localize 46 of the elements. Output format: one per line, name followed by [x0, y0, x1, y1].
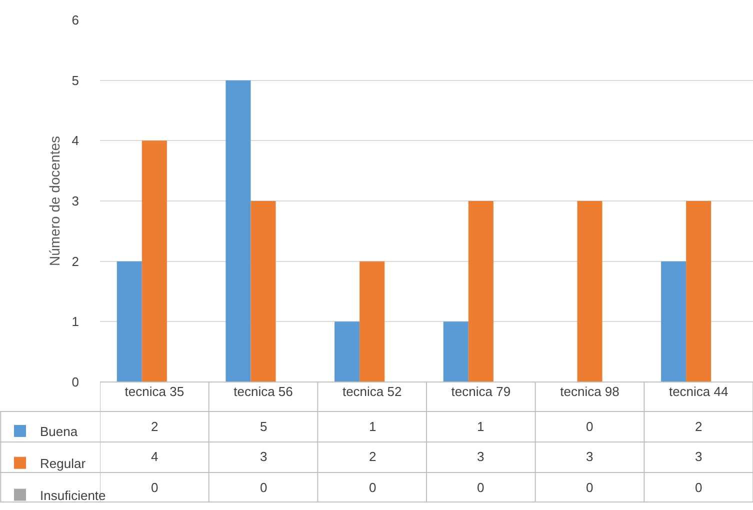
- legend-label: Regular: [40, 456, 86, 471]
- data-label: 5: [260, 419, 268, 434]
- bar: [226, 80, 251, 382]
- data-label: 0: [586, 480, 594, 495]
- data-label: 3: [477, 449, 484, 464]
- y-tick-label: 4: [72, 133, 79, 148]
- data-label: 0: [695, 480, 702, 495]
- data-label: 0: [260, 480, 268, 495]
- x-tick-label: tecnica 56: [234, 384, 293, 399]
- bar: [116, 261, 142, 382]
- x-tick-label: tecnica 79: [451, 384, 511, 399]
- data-label: 0: [369, 480, 376, 495]
- data-label: 3: [260, 449, 268, 464]
- data-label: 4: [151, 449, 158, 464]
- x-tick-label: tecnica 35: [124, 384, 184, 399]
- data-label: 0: [477, 480, 484, 495]
- data-label: 0: [586, 419, 594, 434]
- x-tick-label: tecnica 52: [342, 384, 402, 399]
- y-tick-label: 1: [72, 314, 79, 330]
- y-tick-label: 2: [72, 254, 79, 269]
- data-label: 0: [151, 480, 158, 495]
- x-tick-label: tecnica 98: [560, 384, 620, 399]
- data-label: 2: [369, 449, 376, 464]
- bar: [577, 201, 602, 382]
- y-tick-label: 3: [72, 194, 79, 209]
- data-label: 2: [151, 419, 158, 434]
- data-label: 3: [695, 449, 702, 464]
- bar: [142, 140, 167, 382]
- legend-label: Buena: [40, 424, 78, 440]
- x-tick-label: tecnica 44: [668, 384, 728, 399]
- bar: [468, 201, 494, 382]
- bar: [686, 201, 712, 382]
- data-label: 1: [477, 419, 484, 434]
- bar: [443, 322, 468, 382]
- bar: [661, 261, 686, 382]
- data-label: 1: [369, 419, 376, 434]
- bar: [360, 261, 385, 382]
- bar: [250, 201, 276, 382]
- bar: [334, 322, 360, 382]
- data-label: 2: [695, 419, 702, 434]
- y-tick-label: 0: [72, 374, 79, 390]
- y-tick-label: 6: [72, 12, 79, 28]
- data-label: 3: [586, 449, 594, 464]
- legend-label: Insuficiente: [40, 488, 106, 503]
- y-axis-title: Número de docentes: [46, 136, 62, 266]
- y-tick-label: 5: [72, 72, 79, 88]
